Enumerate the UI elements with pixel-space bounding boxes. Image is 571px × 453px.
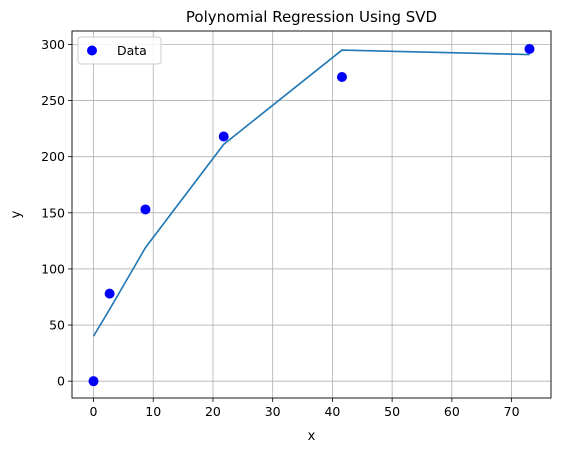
grid xyxy=(72,31,551,398)
points-layer xyxy=(88,43,535,387)
fit-line xyxy=(92,49,530,337)
y-tick-label: 50 xyxy=(49,318,65,333)
ticks: 0 10 20 30 40 50 60 70 0 50 100 150 200 250 300 xyxy=(41,37,519,419)
y-tick-label: 200 xyxy=(41,149,65,164)
x-tick-label: 20 xyxy=(205,404,221,419)
x-tick-label: 0 xyxy=(90,404,98,419)
x-tick-label: 30 xyxy=(265,404,281,419)
x-tick-label: 10 xyxy=(145,404,161,419)
legend-marker-data xyxy=(87,45,97,56)
x-tick-label: 50 xyxy=(384,404,400,419)
y-tick-label: 150 xyxy=(41,205,65,220)
y-tick-label: 250 xyxy=(41,93,65,108)
data-point xyxy=(140,204,151,215)
legend: Data xyxy=(77,36,162,65)
data-point xyxy=(88,376,99,387)
chart-title: Polynomial Regression Using SVD xyxy=(186,8,437,26)
legend-box xyxy=(77,36,162,65)
y-tick-label: 0 xyxy=(57,374,65,389)
data-point xyxy=(524,43,535,54)
fit-line-layer xyxy=(92,49,530,337)
y-axis-label: y xyxy=(9,210,24,218)
legend-label-data: Data xyxy=(117,43,147,58)
y-tick-label: 300 xyxy=(41,37,65,52)
x-tick-label: 60 xyxy=(444,404,460,419)
data-point xyxy=(336,72,347,83)
data-point xyxy=(218,131,229,142)
x-tick-label: 40 xyxy=(324,404,340,419)
plot-frame xyxy=(71,30,552,399)
data-point xyxy=(104,288,115,299)
y-tick-label: 100 xyxy=(41,261,65,276)
x-tick-label: 70 xyxy=(504,404,520,419)
x-axis-label: x xyxy=(308,429,316,444)
